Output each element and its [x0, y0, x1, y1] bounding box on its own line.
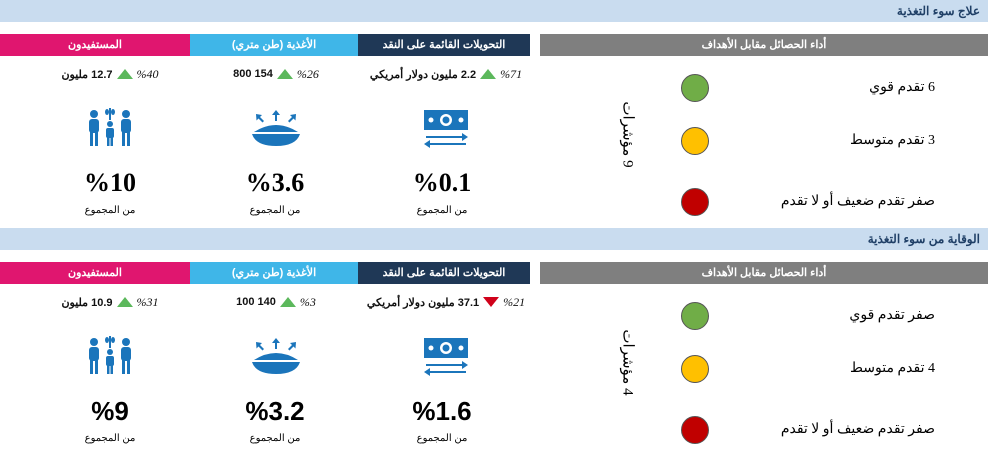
change-percent: %3 [299, 294, 316, 309]
traffic-light [681, 355, 709, 383]
stat-row: %31 10.9 مليون [10, 292, 210, 312]
share-value: %3.6 [245, 168, 305, 197]
column-header: التحويلات القائمة على النقد [358, 262, 530, 284]
indicator-count: 4 مؤشرات [619, 329, 636, 396]
trend-arrow [276, 69, 293, 79]
change-percent: %26 [296, 66, 319, 81]
share-label: من المجموع [84, 205, 136, 216]
stat-row: %71 2.2 مليون دولار أمريكي [342, 64, 550, 84]
progress-label: صفر تقدم قوي [849, 308, 935, 323]
progress-label: 4 تقدم متوسط [850, 361, 935, 376]
section-title: الوقاية من سوء التغذية [0, 228, 988, 250]
stat-value: 140 100 [236, 296, 276, 308]
stat-row: %21 37.1 مليون دولار أمريكي [342, 292, 550, 312]
traffic-light [681, 302, 709, 330]
traffic-light [681, 188, 709, 216]
stat-row: %26 154 800 [175, 64, 377, 84]
stat-value: 154 800 [233, 68, 273, 80]
column-header: أداء الحصائل مقابل الأهداف [540, 262, 988, 284]
share-label: من المجموع [249, 433, 301, 444]
trend-arrow [116, 69, 133, 79]
stat-row: %3 140 100 [175, 292, 377, 312]
column-header: المستفيدون [0, 262, 190, 284]
progress-label: 3 تقدم متوسط [850, 133, 935, 148]
column-header: أداء الحصائل مقابل الأهداف [540, 34, 988, 56]
trend-arrow [483, 297, 500, 307]
change-percent: %21 [503, 294, 526, 309]
progress-label: 6 تقدم قوي [869, 80, 935, 95]
change-percent: %31 [136, 294, 159, 309]
column-header: المستفيدون [0, 34, 190, 56]
traffic-light [681, 416, 709, 444]
icon [80, 108, 140, 148]
traffic-light [681, 74, 709, 102]
share-label: من المجموع [416, 205, 468, 216]
share-label: من المجموع [416, 433, 468, 444]
icon [416, 108, 476, 148]
trend-arrow [116, 297, 133, 307]
stat-value: 12.7 مليون [61, 68, 113, 81]
column-header: التحويلات القائمة على النقد [358, 34, 530, 56]
icon [246, 336, 306, 376]
share-value: %0.1 [412, 168, 472, 197]
change-percent: %40 [136, 66, 159, 81]
progress-label: صفر تقدم ضعيف أو لا تقدم [780, 422, 935, 437]
stat-value: 10.9 مليون [61, 296, 113, 309]
section-title: علاج سوء التغذية [0, 0, 988, 22]
trend-arrow [279, 297, 296, 307]
icon [246, 108, 306, 148]
trend-arrow [480, 69, 497, 79]
stat-value: 2.2 مليون دولار أمريكي [369, 68, 477, 81]
change-percent: %71 [500, 66, 523, 81]
icon [80, 336, 140, 376]
column-header: الأغذية (طن متري) [190, 262, 358, 284]
column-header: الأغذية (طن متري) [190, 34, 358, 56]
stat-value: 37.1 مليون دولار أمريكي [366, 296, 480, 309]
share-value: %9 [91, 396, 129, 426]
share-value: %3.2 [245, 396, 305, 426]
traffic-light [681, 127, 709, 155]
indicator-count: 9 مؤشرات [619, 101, 636, 168]
stat-row: %40 12.7 مليون [10, 64, 210, 84]
progress-label: صفر تقدم ضعيف أو لا تقدم [780, 194, 935, 209]
share-label: من المجموع [249, 205, 301, 216]
icon [416, 336, 476, 376]
share-label: من المجموع [84, 433, 136, 444]
share-value: %1.6 [412, 396, 472, 426]
share-value: %10 [84, 168, 136, 197]
